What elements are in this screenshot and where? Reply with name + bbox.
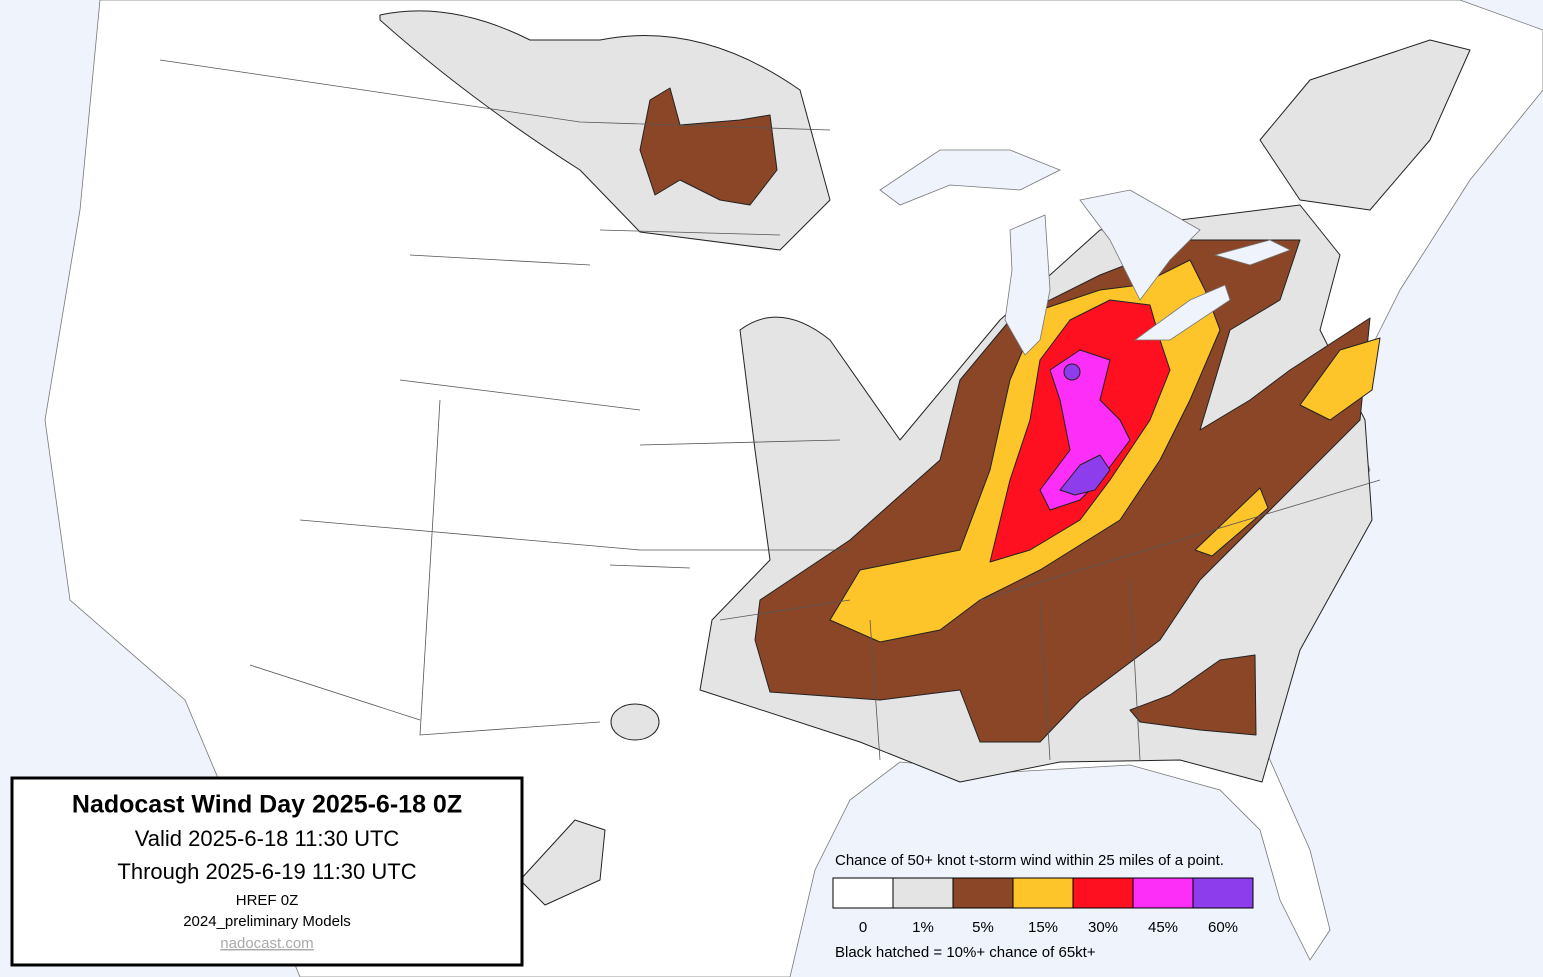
zone-60pct: [1059, 454, 1111, 496]
info-title: Nadocast Wind Day 2025-6-18 0Z: [72, 791, 462, 819]
legend-swatch: [1072, 877, 1134, 909]
zone-60pct: [1063, 363, 1081, 381]
info-box-frame: [10, 776, 524, 967]
info-model: HREF 0Z: [236, 892, 299, 909]
lake: [879, 149, 1061, 206]
legend-swatch: [1192, 877, 1254, 909]
legend-swatch: [1012, 877, 1074, 909]
zone-5pct: [1129, 654, 1257, 736]
legend-caption: Chance of 50+ knot t-storm wind within 2…: [835, 852, 1224, 869]
info-valid: Valid 2025-6-18 11:30 UTC: [135, 826, 400, 851]
legend-label: 45%: [1148, 919, 1178, 936]
hazard-zones: [639, 87, 1381, 743]
zone-1pct: [519, 819, 606, 906]
zone-15pct: [1194, 487, 1269, 557]
legend-label: 5%: [972, 919, 994, 936]
info-box: Nadocast Wind Day 2025-6-18 0Z Valid 202…: [10, 776, 524, 967]
info-site: nadocast.com: [220, 935, 313, 952]
lake: [1004, 214, 1051, 356]
lake: [1213, 239, 1291, 266]
legend-swatch: [892, 877, 954, 909]
zone-5pct: [639, 87, 778, 206]
legend-swatch: [952, 877, 1014, 909]
legend-label: 30%: [1088, 919, 1118, 936]
zone-1pct: [1259, 39, 1471, 211]
legend-footnote: Black hatched = 10%+ chance of 65kt+: [835, 944, 1096, 961]
legend-label: 60%: [1208, 919, 1238, 936]
info-models: 2024_preliminary Models: [183, 913, 351, 930]
great-lakes: [879, 149, 1291, 356]
legend-label: 15%: [1028, 919, 1058, 936]
zone-1pct: [610, 703, 660, 741]
legend-swatch: [832, 877, 894, 909]
lake: [1079, 189, 1201, 301]
zone-15pct: [1299, 337, 1381, 421]
legend-label: 1%: [912, 919, 934, 936]
lake: [1133, 284, 1231, 341]
legend: Chance of 50+ knot t-storm wind within 2…: [832, 852, 1254, 961]
info-through: Through 2025-6-19 11:30 UTC: [117, 859, 416, 884]
border: [159, 59, 1381, 761]
legend-label: 0: [859, 919, 867, 936]
legend-swatch: [1132, 877, 1194, 909]
borders: [159, 59, 1381, 761]
